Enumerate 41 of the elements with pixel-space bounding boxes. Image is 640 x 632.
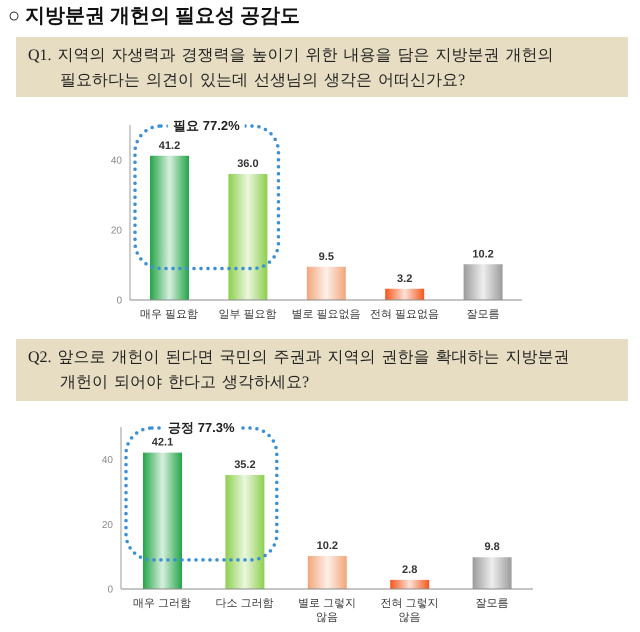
- data-label: 36.0: [237, 158, 259, 170]
- chart-title: ○ 지방분권 개헌의 필요성 공감도: [8, 4, 300, 28]
- data-label: 35.2: [234, 458, 256, 471]
- bar: [228, 174, 268, 300]
- bar: [306, 266, 346, 300]
- x-tick-label: 잘모름: [466, 308, 500, 320]
- data-label: 10.2: [316, 540, 338, 552]
- x-tick-label: 별로 필요없음: [291, 308, 361, 320]
- bar: [390, 580, 430, 589]
- data-label: 42.1: [152, 436, 174, 449]
- data-label: 2.8: [402, 564, 418, 576]
- y-tick-label: 20: [110, 226, 122, 237]
- data-label: 3.2: [397, 272, 412, 285]
- y-tick-label: 40: [102, 454, 114, 466]
- y-tick-label: 0: [116, 296, 122, 307]
- x-tick-label: 다소 그러함: [216, 597, 274, 610]
- chart-subtitle: Q1. 지역의 자생력과 경쟁력을 높이기 위한 내용을 담은 지방분권 개헌의 필요하다는 의견이 있는데 선생님의 생각은 어떠신가요?: [16, 37, 628, 97]
- x-tick-label: 매우 그러함: [133, 597, 192, 610]
- data-label: 10.2: [472, 248, 494, 260]
- data-label: 9.8: [484, 541, 500, 554]
- annotation: 필요 77.2%: [168, 117, 245, 134]
- bar: [143, 452, 182, 589]
- annotation: 긍정 77.3%: [163, 419, 240, 436]
- y-tick-label: 0: [107, 584, 114, 596]
- x-tick-label: 별로 그렇지 않음: [298, 597, 356, 624]
- data-label: 9.5: [318, 250, 334, 263]
- bar: [472, 557, 512, 589]
- x-tick-label: 전혀 그렇지 않음: [380, 597, 438, 624]
- x-tick-label: 매우 필요함: [140, 308, 198, 320]
- bar: [308, 556, 347, 589]
- bar: [225, 474, 264, 589]
- y-tick-label: 40: [110, 156, 122, 167]
- data-label: 41.2: [158, 140, 180, 152]
- chart-subtitle: Q2. 앞으로 개헌이 된다면 국민의 주권과 지역의 권한을 확대하는 지방분권 개헌이 되어야 한다고 생각하세요?: [16, 339, 628, 401]
- x-tick-label: 전혀 필요없음: [370, 308, 439, 320]
- y-tick-label: 20: [102, 520, 114, 531]
- x-tick-label: 잘모름: [475, 597, 508, 610]
- x-tick-label: 일부 필요함: [218, 308, 277, 320]
- bar: [464, 264, 503, 300]
- bar: [150, 156, 189, 300]
- bar: [385, 288, 424, 300]
